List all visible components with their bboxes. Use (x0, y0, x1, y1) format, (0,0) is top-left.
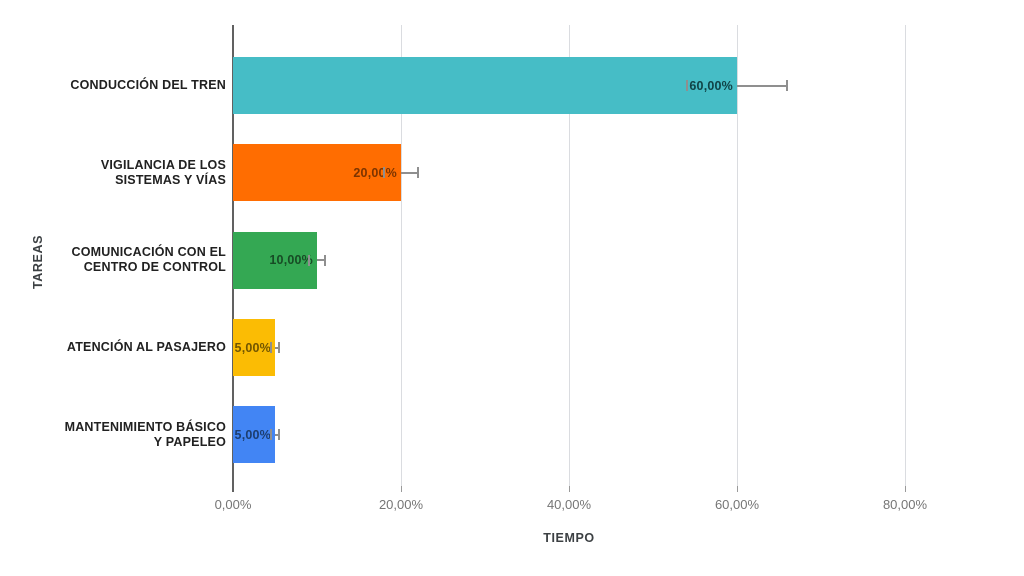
error-bar-cap (269, 342, 272, 354)
bar: 10,00% (233, 231, 317, 289)
error-bar-cap (786, 80, 789, 92)
y-axis-title: TAREAS (31, 234, 45, 290)
category-label: COMUNICACIÓN CON EL CENTRO DE CONTROL (71, 245, 226, 275)
y-axis-line (232, 25, 234, 492)
category-label: CONDUCCIÓN DEL TREN (70, 78, 226, 93)
category-label: MANTENIMIENTO BÁSICO Y PAPELEO (64, 419, 226, 449)
error-bar-cap (685, 80, 688, 92)
category-label: ATENCIÓN AL PASAJERO (66, 340, 226, 355)
axis-tick (737, 486, 738, 492)
error-bar-cap (269, 429, 272, 441)
bar: 5,00% (233, 406, 275, 464)
error-bar-cap (416, 167, 419, 179)
x-tick-label: 60,00% (714, 497, 760, 512)
x-tick-label: 80,00% (882, 497, 928, 512)
bar-value-label: 5,00% (234, 340, 271, 355)
axis-tick (233, 486, 234, 492)
bar-value-label: 5,00% (234, 427, 271, 442)
error-bar-cap (307, 254, 310, 266)
x-tick-label: 20,00% (378, 497, 424, 512)
gridline (401, 25, 402, 486)
x-tick-label: 40,00% (546, 497, 592, 512)
gridline (905, 25, 906, 486)
x-tick-label: 0,00% (214, 497, 252, 512)
error-bar-cap (324, 254, 327, 266)
bar-value-label: 20,00% (353, 165, 397, 180)
gridline (737, 25, 738, 486)
category-label: VIGILANCIA DE LOS SISTEMAS Y VÍAS (100, 157, 226, 187)
error-bar-cap (278, 342, 281, 354)
bar: 5,00% (233, 319, 275, 377)
x-axis-title: TIEMPO (543, 531, 595, 545)
gridline (569, 25, 570, 486)
error-bar-cap (383, 167, 386, 179)
bar: 60,00% (233, 57, 737, 115)
error-bar-cap (278, 429, 281, 441)
bar-value-label: 10,00% (269, 253, 313, 268)
bar-value-label: 60,00% (689, 78, 733, 93)
axis-tick (905, 486, 906, 492)
bar: 20,00% (233, 144, 401, 202)
axis-tick (401, 486, 402, 492)
axis-tick (569, 486, 570, 492)
